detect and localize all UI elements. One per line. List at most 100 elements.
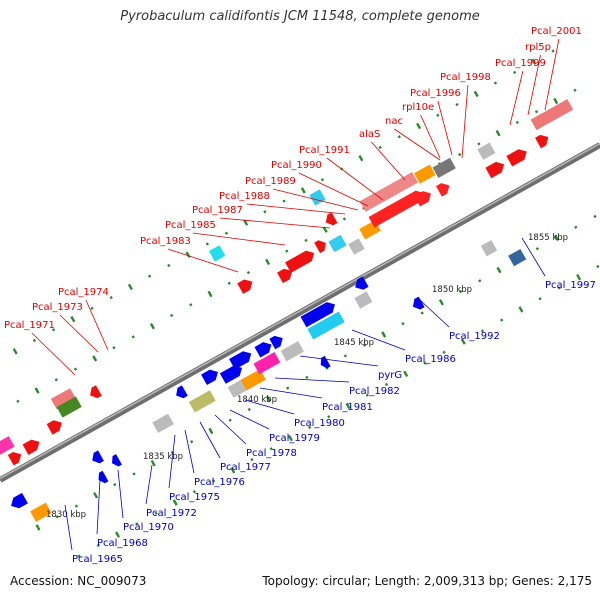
leader-line xyxy=(244,399,295,415)
gene-label-top: Pcal_1990 xyxy=(271,160,322,171)
map-title: Pyrobaculum calidifontis JCM 11548, comp… xyxy=(120,9,480,24)
scale-tick xyxy=(114,531,121,538)
gene-label-bottom: Pcal_1968 xyxy=(97,538,148,549)
scale-tick xyxy=(243,219,249,226)
gene-label-bottom: Pcal_1980 xyxy=(294,418,345,429)
scale-tick xyxy=(574,225,578,229)
gene-arrow-forward xyxy=(22,439,40,455)
scale-tick xyxy=(593,214,597,219)
leader-line xyxy=(64,504,73,551)
accession-text: Accession: NC_009073 xyxy=(10,574,147,588)
scale-tick xyxy=(208,427,214,435)
scale-tick xyxy=(265,258,271,266)
gene-arrow-forward xyxy=(219,365,243,384)
gene-box xyxy=(530,99,574,131)
gene-box xyxy=(348,238,365,255)
gene-label-bottom: Pcal_1965 xyxy=(72,554,123,565)
scale-tick xyxy=(285,249,289,253)
leader-line xyxy=(259,387,323,399)
scale-tick xyxy=(113,482,117,487)
scale-tick xyxy=(458,289,463,294)
scale-tick xyxy=(557,286,561,290)
scale-tick xyxy=(77,554,81,558)
scale-tick xyxy=(132,472,136,476)
gene-label-top: Pcal_1983 xyxy=(140,236,191,247)
gene-label-top: Pcal_1996 xyxy=(410,88,461,99)
gene-label-top: Pcal_1989 xyxy=(245,176,296,187)
scale-tick xyxy=(35,524,41,531)
leader-line xyxy=(437,100,453,156)
scale-tick xyxy=(496,266,502,274)
leader-line xyxy=(544,38,560,111)
gene-box xyxy=(280,341,304,362)
gene-box xyxy=(56,396,82,418)
gene-label-bottom: Pcal_1981 xyxy=(322,402,373,413)
scale-tick xyxy=(300,187,306,194)
scale-tick xyxy=(307,425,312,430)
leader-line xyxy=(199,421,221,459)
scale-tick xyxy=(247,407,251,412)
gene-label-bottom: Pcal_1979 xyxy=(269,433,320,444)
leader-line xyxy=(274,377,350,383)
scale-tick xyxy=(172,499,178,506)
gene-arrow-reverse xyxy=(112,454,122,467)
leader-line xyxy=(219,217,331,229)
scale-tick xyxy=(228,418,232,422)
scale-tick xyxy=(538,297,542,301)
scale-tick xyxy=(127,283,133,291)
scale-tick xyxy=(535,247,540,251)
leader-line xyxy=(31,332,76,376)
scale-tick xyxy=(190,440,194,444)
scale-tick xyxy=(205,242,209,246)
gene-label-top: Pcal_1999 xyxy=(495,58,546,69)
genome-backbone-highlight xyxy=(0,142,600,480)
gene-label-bottom: Pcal_1986 xyxy=(405,354,456,365)
leader-line xyxy=(184,429,195,474)
scale-tick xyxy=(534,110,539,114)
gene-box xyxy=(414,164,436,184)
leader-line xyxy=(214,414,247,445)
scale-tick xyxy=(192,490,197,494)
leader-line xyxy=(145,464,153,505)
gene-arrow-forward xyxy=(7,452,22,466)
gene-box xyxy=(208,245,226,262)
scale-tick xyxy=(135,522,139,526)
scale-tick xyxy=(90,306,94,311)
scale-tick xyxy=(304,238,308,243)
scale-tick xyxy=(495,129,501,137)
scale-tick xyxy=(442,350,446,354)
scale-tick xyxy=(73,367,78,371)
gene-label-bottom: Pcal_1972 xyxy=(146,508,197,519)
gene-arrow-reverse xyxy=(320,355,331,369)
leader-line xyxy=(509,70,524,126)
gene-arrow-forward xyxy=(485,161,505,179)
gene-label-bottom: pyrG xyxy=(378,370,402,381)
scale-tick xyxy=(478,279,482,283)
scale-tick xyxy=(112,346,116,350)
scale-tick xyxy=(460,338,466,345)
genome-backbone xyxy=(0,142,600,483)
leader-line xyxy=(167,248,239,273)
gene-label-bottom: Pcal_1992 xyxy=(449,331,500,342)
gene-label-bottom: Pcal_1978 xyxy=(246,448,297,459)
gene-box xyxy=(0,436,15,456)
leader-line xyxy=(521,237,546,277)
scale-tick xyxy=(189,303,193,307)
leader-line xyxy=(326,157,384,201)
gene-arrow-reverse xyxy=(412,296,425,310)
scale-tick xyxy=(365,393,369,397)
scale-tick xyxy=(345,402,351,410)
scale-tick xyxy=(12,348,18,355)
gene-box xyxy=(480,240,498,257)
scale-tick xyxy=(305,375,309,380)
scale-tick xyxy=(438,299,444,306)
leader-line xyxy=(461,84,469,159)
scale-tick xyxy=(515,120,519,125)
gene-box xyxy=(477,142,496,160)
gene-box xyxy=(188,390,216,413)
scale-tick xyxy=(93,492,99,499)
gene-arrow-forward xyxy=(229,351,252,370)
scale-tick xyxy=(92,355,98,362)
scale-tick xyxy=(54,378,58,382)
gene-box xyxy=(508,248,527,267)
